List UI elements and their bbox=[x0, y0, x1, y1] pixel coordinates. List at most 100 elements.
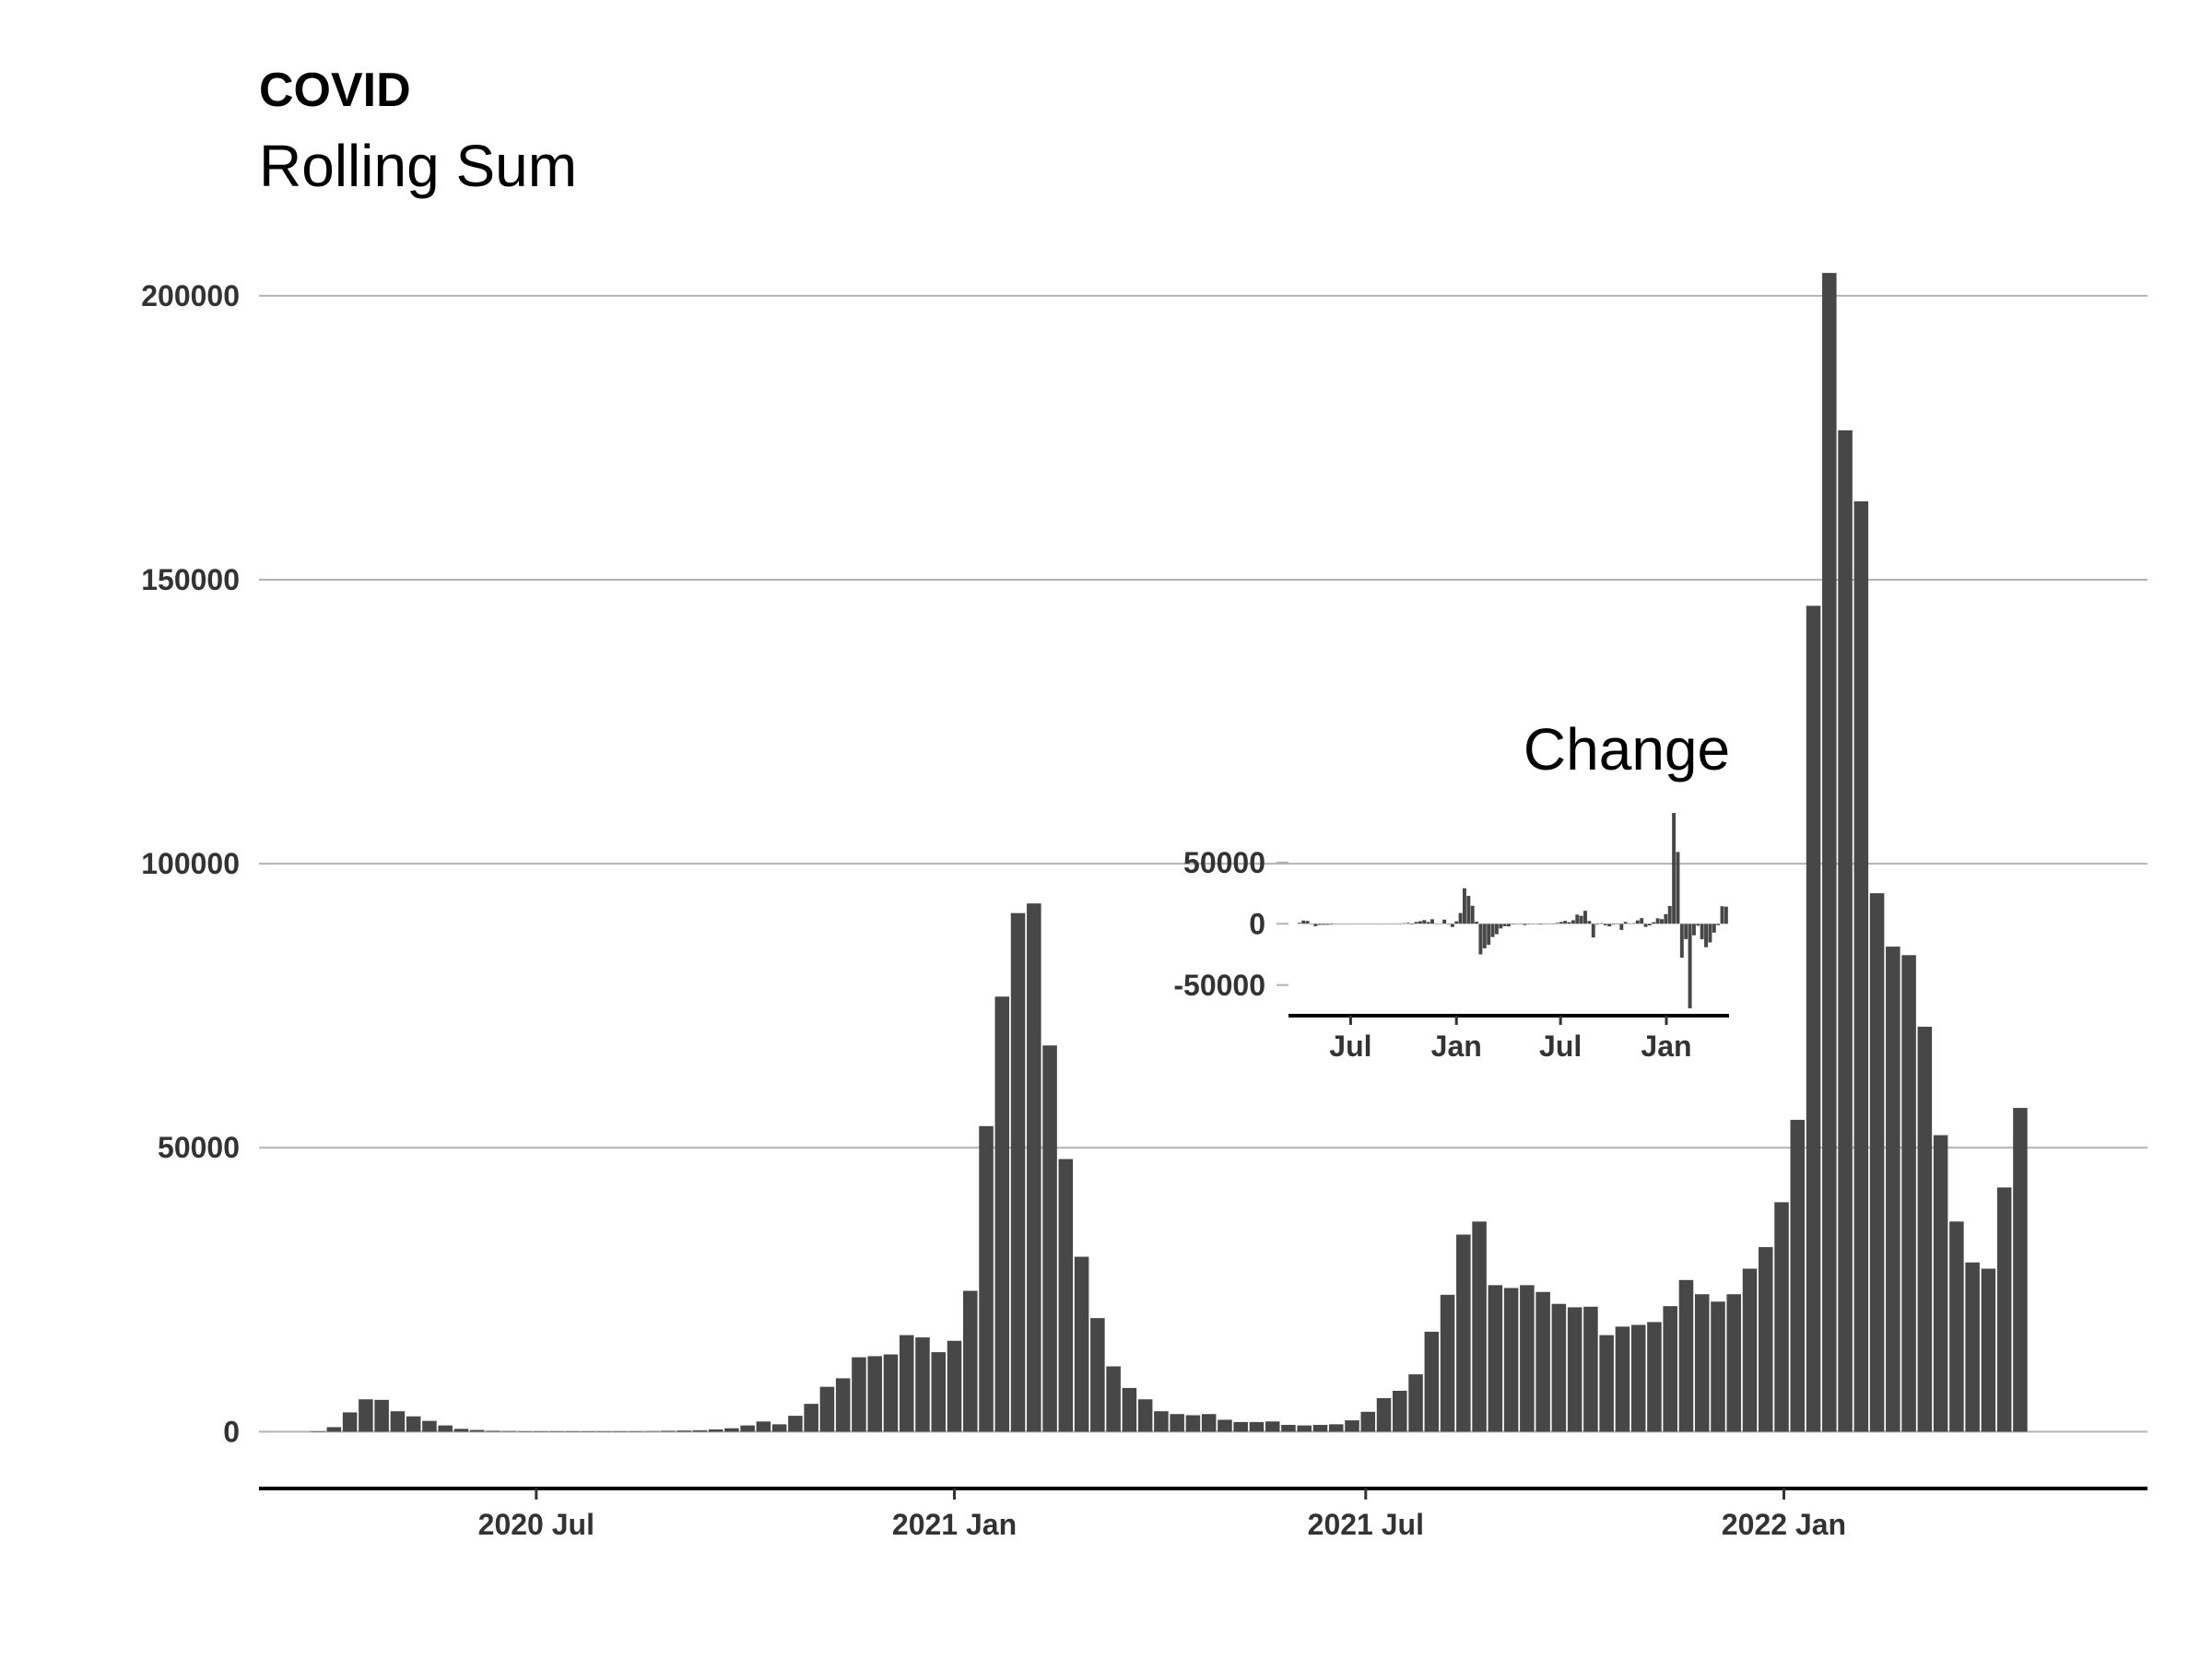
inset-bar bbox=[1591, 924, 1595, 938]
inset-bar bbox=[1660, 919, 1664, 924]
y-tick-label: 150000 bbox=[141, 563, 240, 596]
bar bbox=[883, 1354, 899, 1432]
x-tick-label: 2021 Jul bbox=[1308, 1508, 1424, 1541]
inset-bar bbox=[1647, 924, 1652, 926]
inset-bar bbox=[1655, 918, 1660, 924]
bar bbox=[1869, 893, 1885, 1432]
inset-bar bbox=[1676, 852, 1680, 924]
bar bbox=[708, 1429, 724, 1432]
bar bbox=[1678, 1279, 1694, 1432]
bar bbox=[1853, 500, 1869, 1432]
bar bbox=[1838, 429, 1853, 1432]
y-tick-label: 100000 bbox=[141, 847, 240, 880]
bar bbox=[1074, 1256, 1089, 1432]
bar bbox=[994, 996, 1010, 1432]
x-tick-label: 2022 Jan bbox=[1722, 1508, 1846, 1541]
inset-bar bbox=[1305, 921, 1310, 924]
bar bbox=[661, 1430, 676, 1432]
bar bbox=[756, 1421, 771, 1432]
inset-bar bbox=[1708, 924, 1712, 943]
bar bbox=[819, 1386, 835, 1432]
inset-bar bbox=[1575, 914, 1580, 924]
bar bbox=[342, 1412, 358, 1432]
bar bbox=[1042, 1045, 1057, 1432]
bar bbox=[326, 1427, 342, 1432]
bar bbox=[899, 1335, 914, 1432]
bar bbox=[2013, 1108, 2028, 1432]
inset-bar bbox=[1664, 913, 1668, 924]
chart-subtitle: Rolling Sum bbox=[259, 133, 578, 199]
inset-y-tick-label: 0 bbox=[1249, 907, 1265, 940]
bar bbox=[677, 1430, 691, 1432]
bar bbox=[1281, 1424, 1296, 1432]
bar bbox=[453, 1429, 469, 1432]
bar bbox=[1917, 1026, 1933, 1432]
inset-bar bbox=[1487, 924, 1491, 946]
inset-bar bbox=[1426, 922, 1430, 924]
bar bbox=[1027, 903, 1041, 1432]
inset-y-tick-label: 50000 bbox=[1183, 846, 1265, 879]
bar bbox=[1981, 1268, 1996, 1432]
bar bbox=[565, 1431, 581, 1432]
inset-bar bbox=[1502, 924, 1507, 926]
bar bbox=[1424, 1331, 1440, 1432]
bar bbox=[962, 1290, 978, 1432]
inset-bar bbox=[1712, 924, 1716, 933]
bar bbox=[1106, 1366, 1121, 1432]
inset-bar bbox=[1603, 924, 1607, 925]
inset-x-tick-label: Jul bbox=[1329, 1030, 1371, 1063]
bar bbox=[788, 1416, 803, 1432]
inset-bar bbox=[1458, 912, 1463, 924]
bar bbox=[1774, 1202, 1789, 1432]
bar bbox=[1822, 273, 1837, 1432]
bar bbox=[1058, 1159, 1074, 1432]
bar bbox=[1297, 1425, 1312, 1432]
bar bbox=[1933, 1135, 1948, 1432]
bar bbox=[1583, 1306, 1598, 1432]
bar bbox=[1090, 1318, 1105, 1432]
inset-bar bbox=[1667, 906, 1672, 924]
bar bbox=[740, 1425, 755, 1432]
bar bbox=[915, 1337, 930, 1432]
bar bbox=[1345, 1420, 1359, 1432]
bar bbox=[422, 1420, 437, 1432]
bar bbox=[549, 1431, 564, 1432]
bar bbox=[1790, 1120, 1806, 1432]
inset-bar bbox=[1607, 924, 1612, 927]
inset-bar bbox=[1640, 918, 1644, 924]
bar bbox=[613, 1431, 628, 1432]
inset-bar bbox=[1720, 906, 1724, 924]
bar bbox=[1456, 1234, 1471, 1432]
inset-x-tick-label: Jan bbox=[1431, 1030, 1482, 1063]
inset-bar bbox=[1559, 922, 1563, 924]
x-tick-label: 2021 Jan bbox=[892, 1508, 1017, 1541]
bar bbox=[1249, 1421, 1265, 1432]
inset-bar bbox=[1313, 924, 1318, 926]
inset-bar bbox=[1700, 924, 1704, 940]
bar bbox=[311, 1431, 325, 1432]
bar bbox=[359, 1399, 373, 1432]
bar bbox=[1122, 1387, 1137, 1432]
inset-bar bbox=[1499, 924, 1503, 929]
inset-x-tick-label: Jan bbox=[1641, 1030, 1691, 1063]
bar bbox=[1663, 1306, 1677, 1432]
chart-title: COVID bbox=[259, 64, 411, 117]
inset-bar bbox=[1635, 920, 1640, 924]
bar bbox=[1218, 1419, 1232, 1432]
bar bbox=[644, 1430, 660, 1432]
bar bbox=[867, 1356, 882, 1432]
inset-bar bbox=[1494, 924, 1499, 935]
inset-bar bbox=[1478, 924, 1483, 955]
bar bbox=[1742, 1268, 1758, 1432]
inset-bar bbox=[1490, 924, 1495, 937]
bar bbox=[1440, 1294, 1455, 1432]
bar bbox=[581, 1431, 596, 1432]
bar bbox=[1488, 1285, 1503, 1432]
bar bbox=[1201, 1414, 1217, 1432]
inset-y-tick-label: -50000 bbox=[1173, 969, 1265, 1002]
inset-bar bbox=[1442, 919, 1447, 924]
bar bbox=[1886, 947, 1900, 1432]
inset-bar bbox=[1691, 924, 1696, 935]
inset-bar bbox=[1454, 921, 1459, 924]
bar bbox=[724, 1428, 739, 1432]
